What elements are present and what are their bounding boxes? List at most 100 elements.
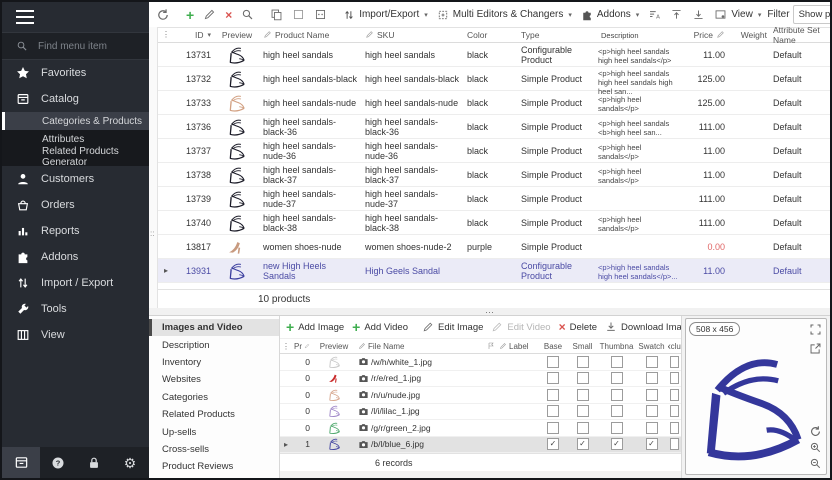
thumbnail-checkbox[interactable]	[610, 388, 623, 401]
column-header-price[interactable]: Price	[684, 30, 728, 40]
detail-tab[interactable]: Categories	[149, 389, 279, 406]
import-export-menu-button[interactable]: Import/Export ▾	[340, 7, 431, 23]
swatch-checkbox[interactable]	[645, 372, 658, 385]
swatch-checkbox[interactable]	[645, 438, 658, 451]
help-button[interactable]	[40, 456, 76, 470]
addons-menu-button[interactable]: Addons ▾	[578, 7, 642, 23]
detail-tab[interactable]: Description	[149, 336, 279, 353]
column-header-swatch[interactable]: Swatch	[635, 342, 668, 351]
exclude-checkbox[interactable]	[670, 388, 679, 401]
external-link-icon[interactable]	[809, 342, 822, 355]
column-header-file-name[interactable]: File Name	[356, 342, 484, 351]
column-header-id[interactable]: ID ▾	[174, 30, 214, 40]
add-video-button[interactable]: + Add Video	[349, 319, 411, 335]
column-header-base[interactable]: Base	[539, 342, 567, 351]
zoom-in-icon[interactable]	[809, 441, 822, 454]
product-row[interactable]: ▸ 13732 high heel sandals-black high hee…	[158, 67, 830, 96]
rotate-icon[interactable]	[809, 425, 822, 438]
exclude-checkbox[interactable]	[670, 372, 679, 385]
checkbox-mode-button[interactable]	[289, 6, 308, 23]
sidebar-item-orders[interactable]: Orders	[2, 192, 149, 218]
edit-video-button[interactable]: Edit Video	[488, 319, 553, 335]
small-checkbox[interactable]	[576, 438, 589, 451]
exclude-checkbox[interactable]	[670, 438, 679, 451]
sidebar-item-import-export[interactable]: Import / Export	[2, 270, 149, 296]
detail-tab[interactable]: Up-sells	[149, 423, 279, 440]
zoom-out-icon[interactable]	[809, 457, 822, 470]
search-products-button[interactable]	[238, 6, 257, 23]
detail-tab[interactable]: Images and Video	[149, 319, 279, 337]
exclude-checkbox[interactable]	[670, 355, 679, 368]
paste-button[interactable]	[311, 6, 330, 23]
detail-tab[interactable]: Inventory	[149, 354, 279, 371]
media-row[interactable]: ▸ 0 /w/h/white_1.jpg	[280, 354, 681, 371]
settings-button[interactable]: ⚙	[112, 456, 148, 470]
product-row[interactable]: ▸ 13931 new High Heels Sandals High Geel…	[158, 259, 830, 283]
column-header-weight[interactable]: Weight	[728, 30, 770, 40]
small-checkbox[interactable]	[576, 372, 589, 385]
column-header-color[interactable]: Color	[464, 30, 518, 40]
store-button[interactable]	[2, 447, 40, 478]
fullscreen-icon[interactable]	[809, 323, 822, 336]
scroll-top-button[interactable]	[667, 6, 686, 23]
column-header-label[interactable]: Label	[497, 342, 539, 351]
swatch-checkbox[interactable]	[645, 355, 658, 368]
edit-product-button[interactable]	[200, 6, 219, 23]
product-row[interactable]: ▸ 13817 women shoes-nude women shoes-nud…	[158, 235, 830, 259]
download-image-button[interactable]: Download Image	[602, 319, 695, 335]
base-checkbox[interactable]	[547, 421, 559, 434]
thumbnail-checkbox[interactable]	[610, 372, 623, 385]
base-checkbox[interactable]	[547, 405, 559, 418]
column-header-preview[interactable]: Preview	[312, 342, 356, 351]
media-row[interactable]: ▸ 0 /l/i/lilac_1.jpg	[280, 404, 681, 420]
add-product-button[interactable]: +	[183, 7, 197, 23]
sidebar-item-addons[interactable]: Addons	[2, 244, 149, 270]
add-image-button[interactable]: + Add Image	[283, 319, 347, 335]
product-row[interactable]: ▸ 13740 high heel sandals-black-38 high …	[158, 211, 830, 235]
delete-image-button[interactable]: × Delete	[556, 319, 600, 335]
small-checkbox[interactable]	[576, 405, 589, 418]
swatch-checkbox[interactable]	[645, 421, 658, 434]
detail-tab[interactable]: Product Reviews	[149, 458, 279, 475]
scroll-bottom-button[interactable]	[689, 6, 708, 23]
product-row[interactable]: ▸ 13738 high heel sandals-black-37 high …	[158, 163, 830, 187]
small-checkbox[interactable]	[576, 388, 589, 401]
small-checkbox[interactable]	[576, 355, 589, 368]
copy-button[interactable]	[267, 6, 286, 23]
small-checkbox[interactable]	[576, 421, 589, 434]
base-checkbox[interactable]	[547, 438, 559, 451]
sidebar-item-attributes[interactable]: Attributes	[2, 130, 149, 148]
column-header-type[interactable]: Type	[518, 30, 598, 40]
sidebar-item-related-products-generator[interactable]: Related Products Generator	[2, 146, 149, 168]
swatch-checkbox[interactable]	[645, 388, 658, 401]
thumbnail-checkbox[interactable]	[610, 355, 623, 368]
column-header-description[interactable]: Description	[598, 29, 684, 40]
thumbnail-checkbox[interactable]	[610, 438, 623, 451]
media-row[interactable]: ▸ 0 /n/u/nude.jpg	[280, 387, 681, 404]
swatch-checkbox[interactable]	[645, 405, 658, 418]
multi-editors-menu-button[interactable]: Multi Editors & Changers ▾	[434, 7, 575, 23]
sidebar-item-tools[interactable]: Tools	[2, 296, 149, 322]
horizontal-splitter[interactable]: ⋯	[149, 307, 830, 316]
media-row[interactable]: ▸ 1 /b/l/blue_6.jpg	[280, 436, 681, 453]
delete-product-button[interactable]: ×	[222, 7, 235, 23]
media-row[interactable]: ▸ 0 /g/r/green_2.jpg	[280, 420, 681, 437]
sidebar-item-favorites[interactable]: Favorites	[2, 60, 149, 86]
sidebar-item-categories-products[interactable]: Categories & Products	[2, 112, 149, 130]
view-menu-button[interactable]: View ▾	[711, 6, 764, 23]
detail-tab[interactable]: Websites	[149, 371, 279, 388]
exclude-checkbox[interactable]	[670, 421, 679, 434]
product-row[interactable]: ▸ 13731 high heel sandals high heel sand…	[158, 43, 830, 67]
column-header-exclude[interactable]: Exclude	[668, 342, 681, 351]
refresh-button[interactable]	[153, 6, 173, 24]
edit-image-button[interactable]: Edit Image	[419, 319, 486, 335]
sidebar-item-catalog[interactable]: Catalog	[2, 86, 149, 112]
lock-button[interactable]	[76, 456, 112, 470]
autosize-columns-button[interactable]	[645, 6, 664, 23]
column-header-flag[interactable]	[484, 342, 497, 350]
base-checkbox[interactable]	[547, 372, 559, 385]
exclude-checkbox[interactable]	[670, 405, 679, 418]
thumbnail-checkbox[interactable]	[610, 405, 623, 418]
product-row[interactable]: ▸ 13736 high heel sandals-black-36 high …	[158, 115, 830, 139]
product-row[interactable]: ▸ 13739 high heel sandals-nude-37 high h…	[158, 187, 830, 211]
